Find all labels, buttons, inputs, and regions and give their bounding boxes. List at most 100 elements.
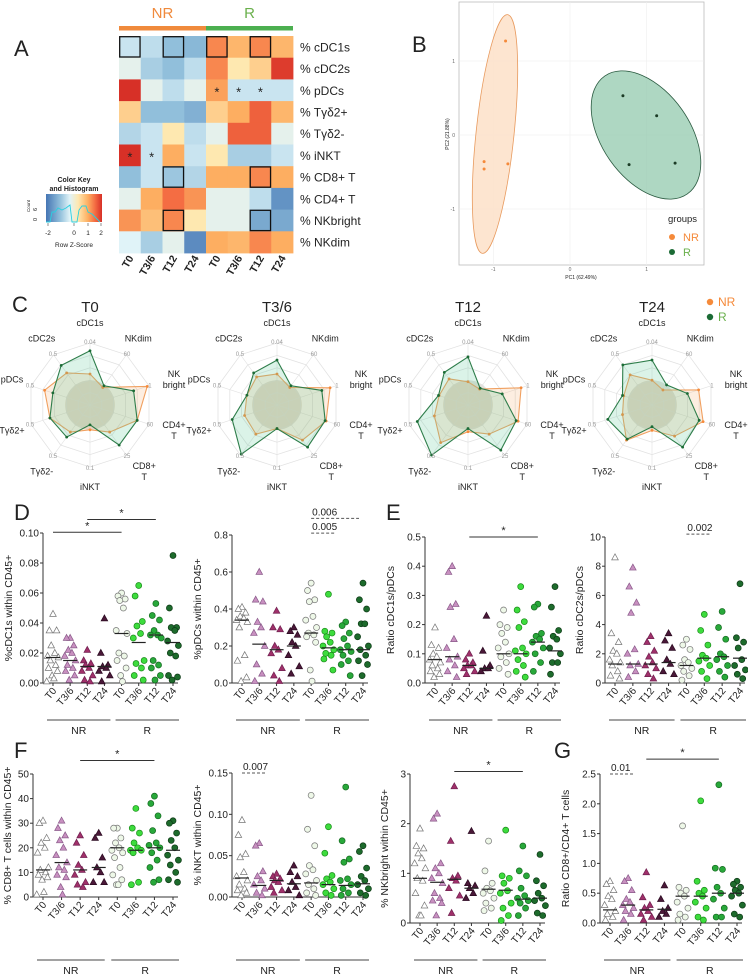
data-point [362,891,370,899]
radar-axis-label: Tγδ2- [592,466,615,476]
data-point [151,792,158,800]
data-point [426,666,435,675]
radar-scale-label: 60 [525,422,532,428]
x-category-label: T3/6 [313,900,335,923]
x-category-label: T24 [350,900,370,921]
data-point [688,665,696,672]
y-tick-label: 20 [18,843,30,854]
heatmap-cell [206,36,229,59]
radar-axis-label: cDC1s [454,318,482,328]
y-tick-label: 1.0 [582,859,596,870]
data-point [270,641,279,649]
heatmap-cell [227,36,250,59]
radar-point-nr [243,414,246,417]
heatmap-row-label: % iNKT [300,149,341,163]
y-axis-label: Ratio cDC1s/pDCs [385,566,397,654]
data-point [56,882,65,890]
radar-point-nr [432,414,436,418]
data-point [679,822,686,830]
data-point [253,872,262,880]
radar-point-r [697,418,701,422]
data-point [487,887,494,895]
data-point [171,627,179,634]
data-point [540,882,547,890]
x-category-label: T12 [74,686,94,707]
heatmap-col-label: T12 [248,253,268,275]
data-point [356,596,363,604]
radar-point-nr [466,380,470,384]
data-point [515,912,522,919]
data-point [496,621,504,628]
data-point [520,618,528,626]
data-point [504,670,512,678]
data-point [166,604,173,612]
data-point [267,649,276,657]
highlight-box [249,166,272,188]
data-point [697,797,705,805]
data-point [421,864,430,872]
data-point [234,604,243,612]
highlight-box [249,36,272,58]
heatmap-cell [119,144,142,167]
radar-spoke [651,385,712,406]
x-category-label: T3/6 [121,900,143,923]
data-point [523,872,530,880]
x-category-label: T24 [651,926,671,947]
heatmap-cell [249,209,272,232]
radar-axis-label: cDC2s [406,334,434,344]
data-point [713,656,721,663]
radar-axis-label: NKdim [125,334,152,344]
data-point [150,878,157,886]
data-point [147,800,155,807]
data-point [533,909,541,917]
data-point [364,661,371,668]
group-label: R [143,725,151,737]
data-point [138,664,145,672]
data-point [241,849,250,857]
data-point [435,869,443,877]
data-point [97,677,106,685]
radar-point-nr [43,388,46,392]
color-key-tick-label: 2 [99,230,103,237]
radar-axis-label: T [141,472,147,482]
radar-axis-label: Tγδ2+ [0,425,25,435]
highlight-box [162,36,185,58]
data-point [152,600,160,607]
data-point [306,666,314,674]
radar-scale-label: 0.5 [236,454,245,460]
data-point [65,675,74,683]
heatmap-cell [206,209,229,232]
data-point [534,889,542,897]
data-point [733,670,741,678]
radar-axis-label: NK [546,369,559,379]
data-point [96,868,105,876]
data-point [359,842,367,850]
radar-point-nr [447,377,451,381]
heatmap-cell [119,231,142,254]
data-point [238,602,246,610]
data-point [35,818,44,826]
data-point [428,661,437,669]
heatmap-row-label: % NKdim [300,236,350,250]
data-point [463,878,472,887]
data-point [546,644,553,652]
radar-axis-label: pDCs [188,375,211,385]
data-point [278,886,286,894]
data-point [149,827,156,834]
x-category-label: T24 [281,900,301,921]
radar-axis-label: T [733,431,739,441]
data-point [645,900,654,908]
data-point [479,889,487,897]
data-point [362,651,370,659]
data-point [233,656,242,664]
data-point [157,672,164,679]
data-point [359,579,367,587]
data-point [326,638,334,646]
data-point [132,805,140,812]
radar-spoke [53,404,91,456]
data-point [626,909,635,917]
radar-scale-label: 0.1 [273,466,282,472]
radar-axis-label: cDC1s [263,318,291,328]
data-point [628,563,637,571]
data-point [55,836,64,844]
